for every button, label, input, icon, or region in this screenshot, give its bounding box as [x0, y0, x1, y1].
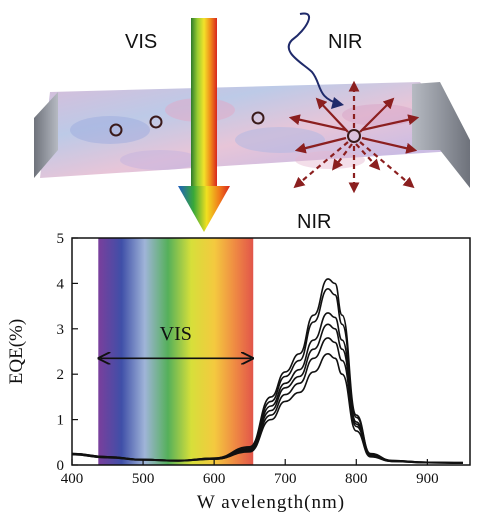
nir-bottom-label: NIR — [297, 211, 331, 233]
device-schematic: VIS NIR NIR — [34, 12, 470, 233]
luminescent-film — [40, 82, 470, 178]
x-axis-label: W avelength(nm) — [197, 492, 345, 513]
x-tick-label: 700 — [274, 471, 297, 487]
y-tick-label: 0 — [57, 458, 65, 474]
y-tick-label: 3 — [57, 322, 65, 338]
emitting-luminophore-dot — [347, 129, 361, 143]
luminophore-dot — [109, 123, 123, 137]
right-edge-wall — [412, 82, 470, 188]
y-tick-label: 5 — [57, 231, 65, 247]
film-texture — [70, 98, 418, 170]
left-edge-wall — [34, 92, 58, 178]
nir-top-label: NIR — [328, 31, 362, 53]
luminophore-dot — [149, 115, 163, 129]
x-tick-label: 900 — [416, 471, 439, 487]
incoming-nir-arrowhead — [331, 97, 344, 109]
y-tick-label: 2 — [57, 367, 65, 383]
y-axis-label: EQE(%) — [6, 319, 27, 384]
vis-top-label: VIS — [125, 31, 157, 53]
visible-band-shading — [98, 238, 254, 465]
eqe-curves — [71, 278, 463, 464]
y-tick-label: 1 — [57, 413, 65, 429]
x-tick-label: 800 — [345, 471, 368, 487]
plot-frame — [71, 237, 471, 466]
eqe-chart: 400 500 600 700 800 900 0 1 2 3 4 5 VIS W avelengt… — [6, 231, 471, 513]
incoming-nir-wavy-arrow — [287, 12, 341, 105]
eqe-series-line-6 — [71, 352, 463, 464]
vis-band-label: VIS — [160, 323, 192, 345]
luminophore-dot — [251, 111, 265, 125]
x-tick-label: 600 — [203, 471, 226, 487]
x-tick-label: 500 — [132, 471, 155, 487]
vis-light-arrow — [178, 18, 230, 232]
y-tick-label: 4 — [57, 276, 65, 292]
x-tick-label: 400 — [61, 471, 84, 487]
x-axis-ticks: 400 500 600 700 800 900 — [61, 459, 439, 487]
nir-emission-arrows — [288, 80, 420, 194]
y-axis-ticks: 0 1 2 3 4 5 — [57, 231, 78, 474]
